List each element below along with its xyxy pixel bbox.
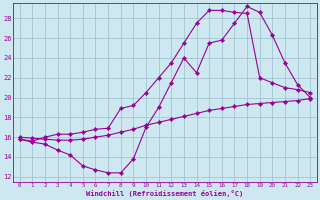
X-axis label: Windchill (Refroidissement éolien,°C): Windchill (Refroidissement éolien,°C) bbox=[86, 190, 244, 197]
